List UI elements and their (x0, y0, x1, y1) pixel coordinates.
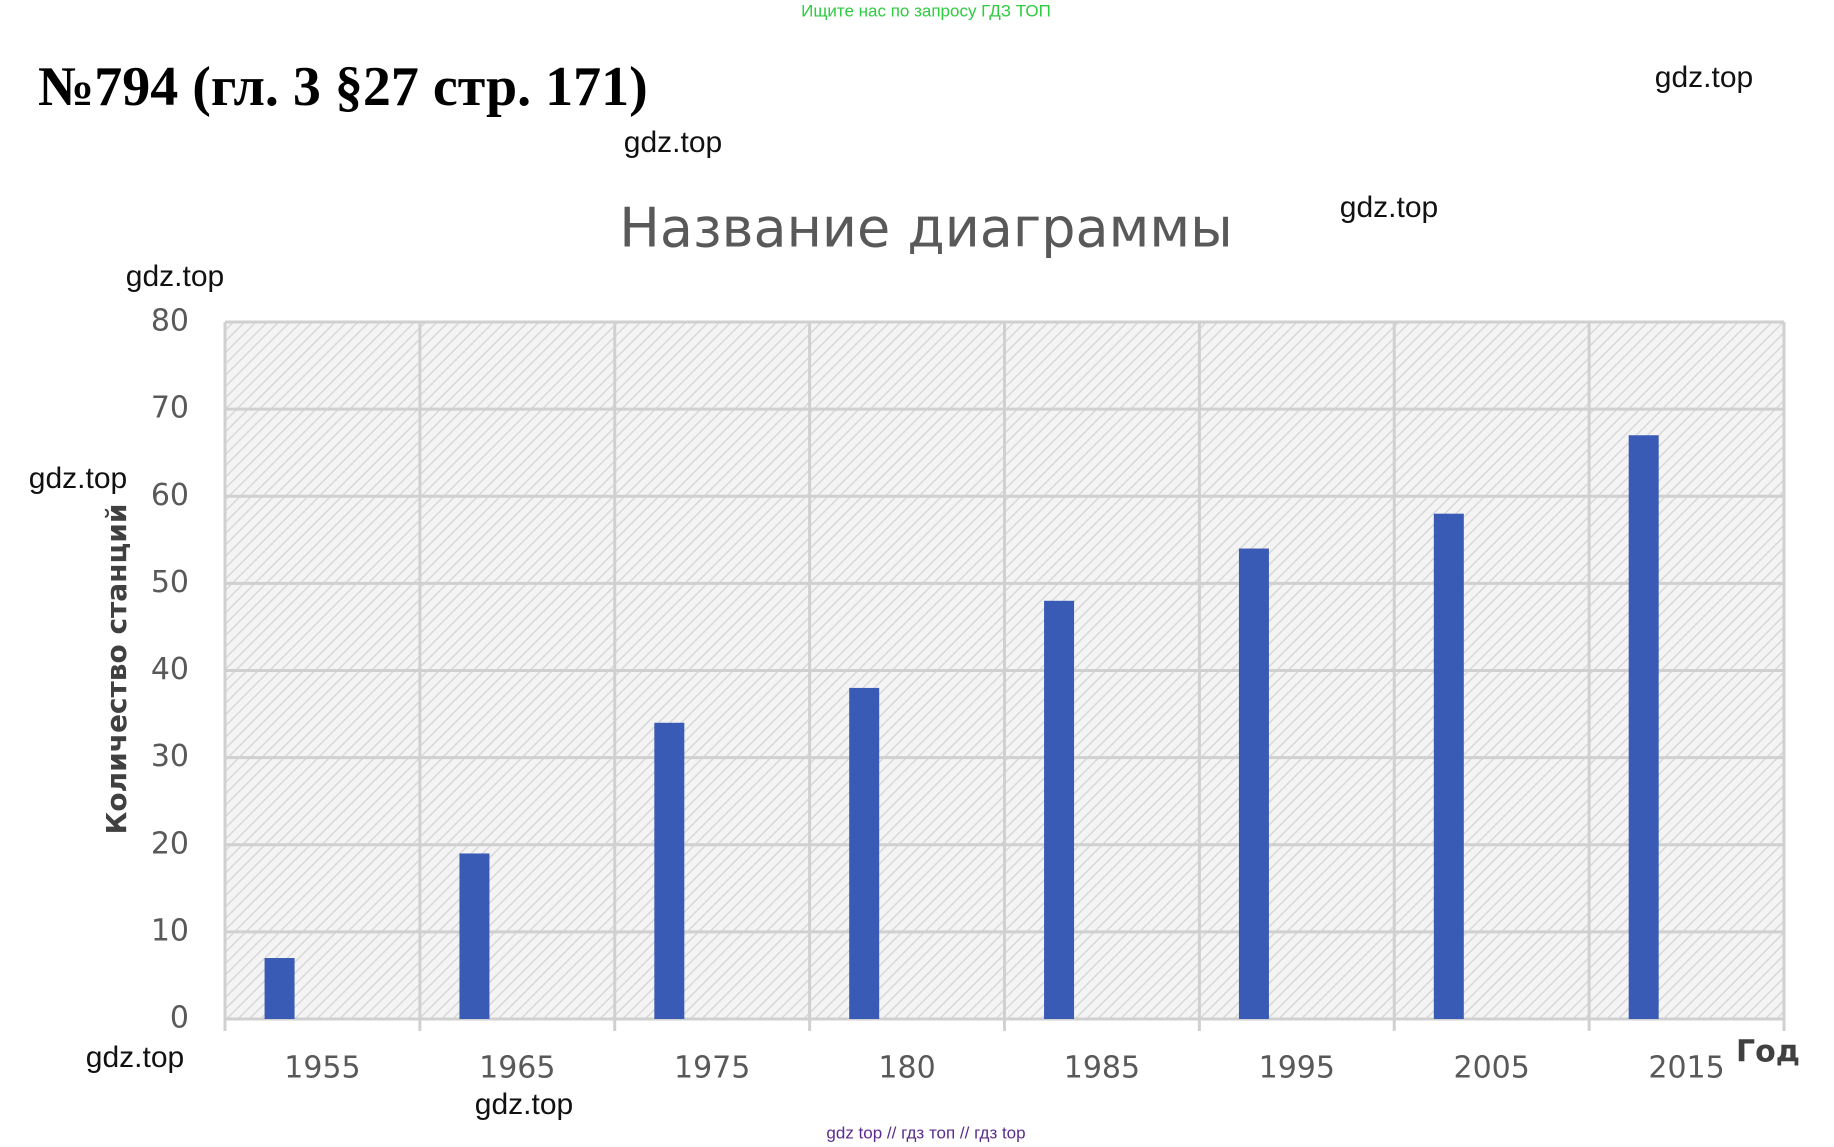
y-tick-label: 70 (151, 391, 189, 426)
y-tick-label: 50 (151, 565, 189, 600)
y-tick-label: 60 (151, 478, 189, 513)
y-tick-label: 20 (151, 826, 189, 861)
y-tick-label: 10 (151, 913, 189, 948)
bar (1628, 435, 1659, 1019)
bar (459, 853, 490, 1019)
bar (1044, 600, 1075, 1019)
chart-title: Название диаграммы (619, 197, 1233, 260)
bar (264, 958, 295, 1019)
watermark: gdz.top (29, 462, 127, 495)
x-tick-label: 1995 (1259, 1051, 1335, 1086)
y-tick-label: 0 (170, 1001, 189, 1036)
footer: gdz top // гдз топ // гдз top (826, 1123, 1025, 1142)
y-axis-label: Количество станций (100, 503, 133, 834)
x-tick-label: 180 (878, 1051, 935, 1086)
bar (1238, 548, 1269, 1019)
watermark: gdz.top (475, 1088, 573, 1121)
heading: №794 (гл. 3 §27 стр. 171) (38, 56, 648, 118)
y-tick-label: 40 (151, 652, 189, 687)
banner: Ищите нас по запросу ГДЗ ТОП (801, 1, 1051, 20)
x-tick-label: 2005 (1454, 1051, 1530, 1086)
watermark: gdz.top (126, 260, 224, 293)
bar (654, 722, 685, 1019)
x-tick-label: 1965 (479, 1051, 555, 1086)
y-tick-label: 30 (151, 739, 189, 774)
bar (849, 687, 880, 1019)
bar (1433, 513, 1464, 1019)
watermark: gdz.top (1655, 61, 1753, 94)
y-tick-label: 80 (151, 304, 189, 339)
watermark: gdz.top (624, 126, 722, 159)
x-tick-label: 1975 (674, 1051, 750, 1086)
watermark: gdz.top (86, 1041, 184, 1074)
x-axis-label: Год (1736, 1035, 1800, 1070)
x-tick-label: 1985 (1064, 1051, 1140, 1086)
watermark: gdz.top (1340, 191, 1438, 224)
x-tick-label: 2015 (1648, 1051, 1724, 1086)
x-tick-label: 1955 (284, 1051, 360, 1086)
